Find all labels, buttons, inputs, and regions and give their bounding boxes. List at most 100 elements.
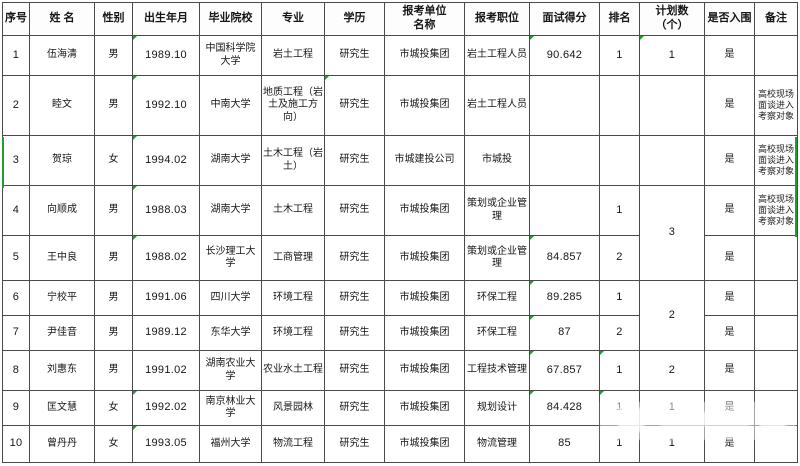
- cell-r1-xl: 研究生: [324, 35, 385, 76]
- cell-r2-xm: 睦文: [29, 75, 95, 136]
- cell-r7-csny: 1989.12: [132, 315, 200, 351]
- cell-r8-bkdw: 市城投集团: [384, 350, 465, 391]
- cell-r7-xb: 男: [94, 315, 133, 351]
- cell-r2-sfrw: 是: [704, 75, 755, 136]
- cell-r10-xl: 研究生: [324, 425, 385, 463]
- header-bz: 备注: [754, 2, 798, 36]
- cell-r4-msdf: [529, 185, 600, 236]
- cell-r4-csny: 1988.03: [132, 185, 200, 236]
- cell-r3-bkzw: 市城投: [464, 135, 530, 186]
- cell-r6-jhs: 2: [639, 280, 705, 351]
- cell-r3-xh: 3: [2, 135, 30, 186]
- cell-r10-sfrw: 是: [704, 425, 755, 463]
- cell-r6-pm: 1: [599, 280, 640, 316]
- cell-r3-bkdw: 市城建投公司: [384, 135, 465, 186]
- cell-r1-bz: [754, 35, 798, 76]
- table-row-8: 8 刘惠东男 1991.02 湖南农业大学 农业水土工程 研究生 市城投集团 工程技术管理 67…: [2, 350, 798, 391]
- cell-r4-xl: 研究生: [324, 185, 385, 236]
- cell-r1-pm: 1: [599, 35, 640, 76]
- cell-r3-jhs: [639, 135, 705, 186]
- cell-r8-pm: 1: [599, 350, 640, 391]
- header-xb: 性别: [94, 2, 133, 36]
- cell-r6-byyx: 四川大学: [199, 280, 262, 316]
- cell-r2-csny: 1992.10: [132, 75, 200, 136]
- cell-r9-pm: 1: [599, 390, 640, 426]
- header-xh: 序号: [2, 2, 30, 36]
- cell-r10-xh: 10: [2, 425, 30, 463]
- cell-r8-bkzw: 工程技术管理: [464, 350, 530, 391]
- cell-r8-xh: 8: [2, 350, 30, 391]
- header-bkdw: 报考单位 名称: [384, 2, 465, 36]
- cell-r3-byyx: 湖南大学: [199, 135, 262, 186]
- cell-r6-xh: 6: [2, 280, 30, 316]
- header-zy: 专业: [261, 2, 325, 36]
- cell-r2-bz: 高校现场面谈进入考察对象: [754, 75, 798, 136]
- header-csny: 出生年月: [132, 2, 200, 36]
- cell-r5-bz: [754, 235, 798, 281]
- cell-r9-zy: 风景园林: [261, 390, 325, 426]
- cell-r2-jhs: [639, 75, 705, 136]
- cell-r5-xm: 王中良: [29, 235, 95, 281]
- cell-r3-xm: 贺琼: [29, 135, 95, 186]
- cell-r7-sfrw: 是: [704, 315, 755, 351]
- cell-r3-sfrw: 是: [704, 135, 755, 186]
- header-pm: 排名: [599, 2, 640, 36]
- cell-r6-xm: 宁校平: [29, 280, 95, 316]
- cell-r6-xl: 研究生: [324, 280, 385, 316]
- cell-r2-xh: 2: [2, 75, 30, 136]
- table-row-10: 10 曾丹丹女 1993.05 福州大学 物流工程 研究生 市城投集团 物流管理 85 1 1 是: [2, 425, 798, 463]
- cell-r1-msdf: 90.642: [529, 35, 600, 76]
- cell-r5-bkdw: 市城投集团: [384, 235, 465, 281]
- cell-r5-sfrw: 是: [704, 235, 755, 281]
- cell-r9-sfrw: 是: [704, 390, 755, 426]
- table-row-1: 1 伍海清男 1989.10 中国科学院大学 岩土工程 研究生 市城投集团 岩土工程人员 90.…: [2, 35, 798, 76]
- cell-r6-bkdw: 市城投集团: [384, 280, 465, 316]
- table-row-4: 4 向顺成男 1988.03 湖南大学 土木工程 研究生 市城投集团 策划或企业管理 1 3 是高校…: [2, 185, 798, 281]
- cell-r3-zy: 土木工程（岩土）: [261, 135, 325, 186]
- cell-r10-bkdw: 市城投集团: [384, 425, 465, 463]
- cell-r5-pm: 2: [599, 235, 640, 281]
- cell-r6-xb: 男: [94, 280, 133, 316]
- cell-r4-byyx: 湖南大学: [199, 185, 262, 236]
- table-row-5: 5 王中良男 1988.02 长沙理工大学 工商管理 研究生 市城投集团 策划或企业管理 84.…: [2, 235, 798, 281]
- cell-r4-bkzw: 策划或企业管理: [464, 185, 530, 236]
- cell-r6-csny: 1991.06: [132, 280, 200, 316]
- table-row-2: 2 睦文男 1992.10 中南大学 地质工程（岩土及施工方向） 研究生 市城投集团 岩土工程…: [2, 75, 798, 136]
- cell-r1-sfrw: 是: [704, 35, 755, 76]
- cell-r6-bz: [754, 280, 798, 316]
- cell-r10-pm: 1: [599, 425, 640, 463]
- cell-r7-bkzw: 环保工程: [464, 315, 530, 351]
- cell-r9-xb: 女: [94, 390, 133, 426]
- cell-r2-zy: 地质工程（岩土及施工方向）: [261, 75, 325, 136]
- cell-r7-zy: 环境工程: [261, 315, 325, 351]
- cell-r10-jhs: 1: [639, 425, 705, 463]
- table-body: 1 伍海清男 1989.10 中国科学院大学 岩土工程 研究生 市城投集团 岩土工程人员 90.…: [2, 35, 798, 463]
- cell-r4-xm: 向顺成: [29, 185, 95, 236]
- cell-r7-pm: 2: [599, 315, 640, 351]
- cell-r6-bkzw: 环保工程: [464, 280, 530, 316]
- cell-r9-bkzw: 规划设计: [464, 390, 530, 426]
- header-msdf: 面试得分: [529, 2, 600, 36]
- selection-border-right: [795, 137, 797, 237]
- cell-r2-msdf: [529, 75, 600, 136]
- cell-r3-xb: 女: [94, 135, 133, 186]
- cell-r9-xh: 9: [2, 390, 30, 426]
- cell-r8-sfrw: 是: [704, 350, 755, 391]
- cell-r2-bkdw: 市城投集团: [384, 75, 465, 136]
- cell-r3-bz: 高校现场面谈进入考察对象: [754, 135, 798, 186]
- cell-r9-xm: 匡文慧: [29, 390, 95, 426]
- cell-r5-xh: 5: [2, 235, 30, 281]
- cell-r5-xl: 研究生: [324, 235, 385, 281]
- cell-r8-msdf: 67.857: [529, 350, 600, 391]
- cell-r1-byyx: 中国科学院大学: [199, 35, 262, 76]
- cell-r5-xb: 男: [94, 235, 133, 281]
- cell-r1-jhs: 1: [639, 35, 705, 76]
- cell-r9-bz: [754, 390, 798, 426]
- cell-r10-msdf: 85: [529, 425, 600, 463]
- cell-r1-bkdw: 市城投集团: [384, 35, 465, 76]
- cell-r9-xl: 研究生: [324, 390, 385, 426]
- cell-r2-byyx: 中南大学: [199, 75, 262, 136]
- header-row: 序号姓 名性别 出生年月 毕业院校 专业 学历 报考单位 名称 报考职位 面试得分 排名 计划数 …: [2, 2, 798, 36]
